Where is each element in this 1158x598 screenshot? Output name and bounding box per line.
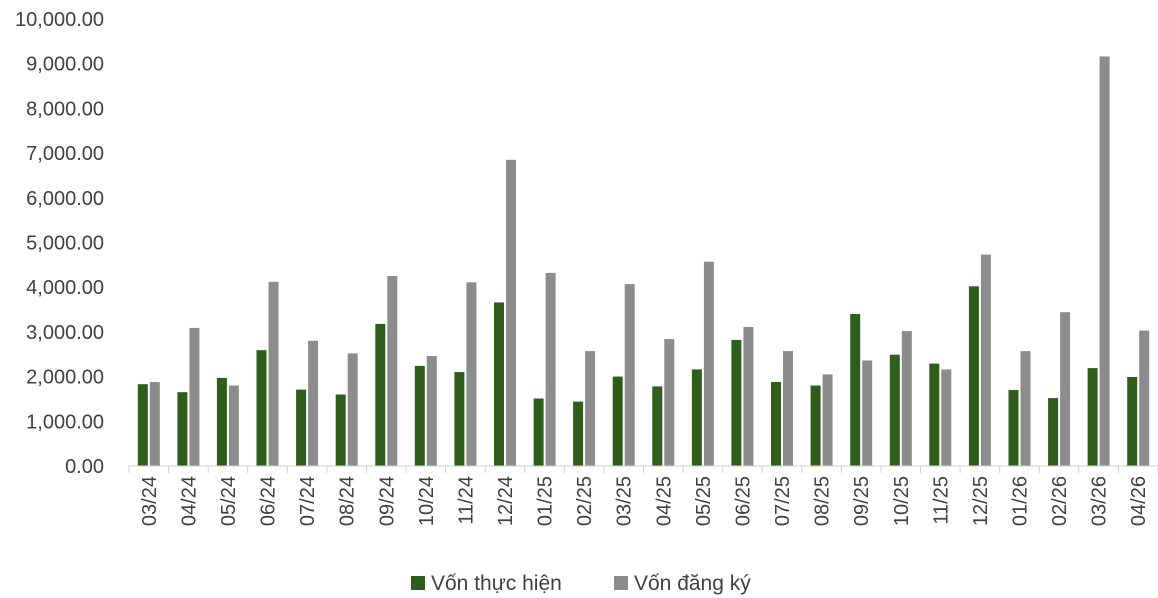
bar-von-thuc-hien-07-24 — [296, 389, 307, 466]
x-tick-label: 07/25 — [772, 476, 794, 526]
x-tick-label: 02/25 — [574, 476, 596, 526]
legend-label-von-thuc-hien: Vốn thực hiện — [431, 572, 562, 595]
bar-von-thuc-hien-04-26 — [1127, 377, 1138, 466]
x-axis-ticks: 03/24 04/24 05/24 06/24 07/24 08/24 09/24 10/24… — [128, 466, 1158, 526]
x-tick-label: 12/24 — [495, 476, 517, 526]
x-tick-label: 03/25 — [614, 476, 636, 526]
bar-von-dang-ky-09-24 — [387, 276, 398, 466]
bar-von-dang-ky-04-25 — [664, 339, 675, 466]
bar-von-thuc-hien-11-25 — [929, 363, 940, 466]
x-tick-label: 09/25 — [851, 476, 873, 526]
y-axis-ticks: 0.00 1,000.00 2,000.00 3,000.00 4,000.00 5,00… — [15, 9, 104, 478]
bar-von-thuc-hien-09-25 — [850, 314, 861, 466]
bar-von-dang-ky-08-25 — [822, 374, 833, 466]
x-tick-label: 10/25 — [891, 476, 913, 526]
bar-von-thuc-hien-06-25 — [731, 339, 742, 466]
bar-von-thuc-hien-09-24 — [375, 323, 386, 466]
x-tick-label: 05/24 — [218, 476, 240, 526]
y-tick-label: 2,000.00 — [26, 367, 104, 389]
y-tick-label: 7,000.00 — [26, 143, 104, 165]
y-tick-label: 4,000.00 — [26, 277, 104, 299]
x-tick-label: 11/24 — [455, 476, 477, 525]
y-tick-label: 1,000.00 — [26, 411, 104, 433]
bar-von-dang-ky-06-24 — [268, 281, 279, 466]
bar-von-thuc-hien-03-24 — [137, 384, 148, 466]
x-tick-label: 05/25 — [693, 476, 715, 526]
x-tick-label: 01/25 — [535, 476, 557, 526]
x-tick-label: 03/26 — [1089, 476, 1111, 526]
bar-von-dang-ky-11-24 — [466, 282, 477, 466]
bar-von-dang-ky-04-24 — [189, 327, 200, 466]
x-tick-label: 06/25 — [732, 476, 754, 526]
bar-von-dang-ky-07-24 — [308, 340, 319, 466]
bar-von-dang-ky-02-26 — [1060, 312, 1071, 466]
bar-von-thuc-hien-12-24 — [494, 302, 504, 466]
bar-von-dang-ky-07-25 — [783, 351, 793, 466]
x-tick-label: 11/25 — [930, 476, 952, 525]
legend-swatch-von-dang-ky — [614, 576, 628, 590]
bar-von-dang-ky-05-25 — [703, 261, 714, 466]
bar-von-thuc-hien-07-25 — [771, 382, 781, 466]
y-tick-label: 0.00 — [65, 456, 104, 478]
x-tick-label: 03/24 — [139, 476, 161, 526]
x-tick-label: 09/24 — [376, 476, 398, 526]
x-tick-label: 10/24 — [416, 476, 438, 526]
x-tick-label: 12/25 — [970, 476, 992, 526]
bar-von-dang-ky-11-25 — [941, 369, 952, 466]
bar-von-dang-ky-10-25 — [901, 331, 912, 466]
bar-von-dang-ky-10-24 — [426, 356, 437, 466]
bar-von-thuc-hien-02-26 — [1048, 398, 1059, 466]
bar-von-dang-ky-09-25 — [862, 360, 873, 466]
x-tick-label: 06/24 — [258, 476, 280, 526]
bar-von-dang-ky-06-25 — [743, 327, 754, 466]
x-tick-label: 01/26 — [1010, 476, 1032, 526]
bar-von-thuc-hien-10-25 — [889, 354, 900, 466]
bar-von-dang-ky-12-25 — [980, 254, 991, 466]
bar-von-thuc-hien-02-25 — [573, 401, 584, 466]
bar-von-dang-ky-05-24 — [228, 385, 239, 466]
bar-von-thuc-hien-01-25 — [533, 398, 544, 466]
y-tick-label: 8,000.00 — [26, 98, 104, 120]
bar-von-dang-ky-04-26 — [1139, 330, 1150, 466]
bar-von-thuc-hien-05-25 — [691, 369, 702, 466]
bar-von-dang-ky-02-25 — [585, 351, 596, 466]
y-tick-label: 5,000.00 — [26, 233, 104, 255]
bar-von-thuc-hien-01-26 — [1008, 390, 1019, 466]
x-tick-label: 08/25 — [812, 476, 834, 526]
bar-von-thuc-hien-10-24 — [414, 365, 425, 466]
x-tick-label: 02/26 — [1049, 476, 1071, 526]
bar-von-thuc-hien-08-25 — [810, 385, 821, 466]
y-tick-label: 9,000.00 — [26, 54, 104, 76]
legend-label-von-dang-ky: Vốn đăng ký — [634, 572, 751, 595]
bar-von-thuc-hien-04-25 — [652, 386, 663, 466]
bar-von-dang-ky-12-24 — [506, 159, 516, 467]
bar-von-thuc-hien-03-25 — [612, 376, 623, 466]
x-tick-label: 04/26 — [1128, 476, 1150, 526]
x-tick-label: 07/24 — [297, 476, 319, 526]
bar-von-dang-ky-08-24 — [347, 353, 358, 466]
bar-von-thuc-hien-12-25 — [968, 286, 979, 466]
bar-von-dang-ky-03-25 — [624, 284, 635, 466]
bars — [137, 56, 1150, 467]
x-tick-label: 04/24 — [178, 476, 200, 526]
bar-von-thuc-hien-08-24 — [335, 394, 346, 466]
bar-von-dang-ky-01-26 — [1020, 351, 1031, 466]
bar-von-thuc-hien-11-24 — [454, 372, 465, 466]
legend-swatch-von-thuc-hien — [411, 576, 425, 590]
legend: Vốn thực hiện Vốn đăng ký — [411, 572, 751, 595]
bar-von-dang-ky-01-25 — [545, 272, 556, 466]
bar-von-dang-ky-03-26 — [1099, 56, 1110, 466]
x-tick-label: 08/24 — [337, 476, 359, 526]
y-tick-label: 3,000.00 — [26, 322, 104, 344]
y-tick-label: 10,000.00 — [15, 9, 104, 31]
y-tick-label: 6,000.00 — [26, 188, 104, 210]
bar-von-dang-ky-03-24 — [149, 382, 160, 466]
bar-von-thuc-hien-03-26 — [1087, 368, 1098, 466]
bar-von-thuc-hien-05-24 — [216, 377, 227, 466]
bar-von-thuc-hien-06-24 — [256, 350, 267, 466]
bar-von-thuc-hien-04-24 — [177, 392, 188, 466]
x-tick-label: 04/25 — [653, 476, 675, 526]
